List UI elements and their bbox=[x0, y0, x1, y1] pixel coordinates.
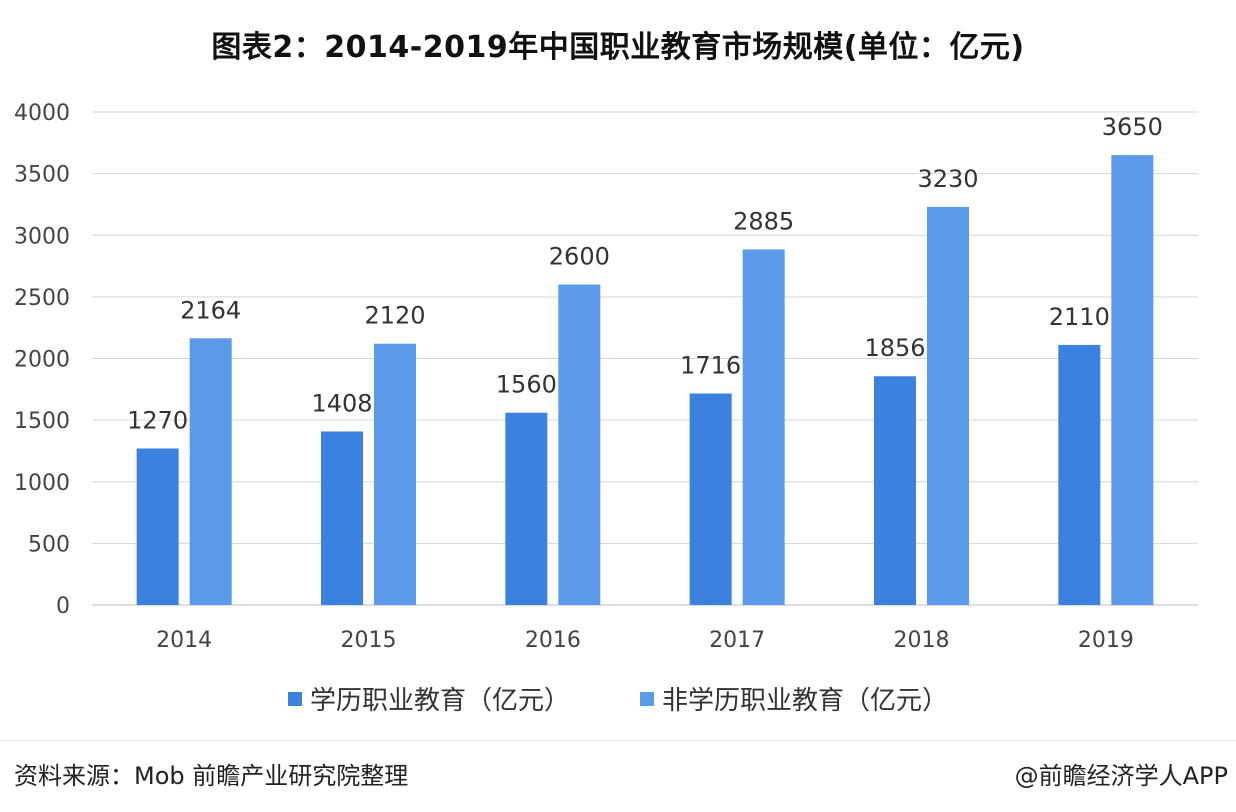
data-label-series-2-2014: 2164 bbox=[180, 296, 241, 324]
y-tick-label: 1000 bbox=[14, 471, 70, 496]
x-tick-label: 2017 bbox=[709, 628, 765, 653]
legend-label-series-2: 非学历职业教育（亿元） bbox=[662, 686, 949, 716]
x-tick-label: 2015 bbox=[341, 628, 397, 653]
y-tick-label: 0 bbox=[56, 594, 70, 619]
legend-item-series-1: 学历职业教育（亿元） bbox=[287, 680, 570, 717]
bar-series-1-2018 bbox=[874, 376, 916, 605]
bar-series-1-2016 bbox=[505, 412, 548, 605]
x-tick-label: 2014 bbox=[156, 628, 212, 653]
x-tick-label: 2016 bbox=[525, 628, 581, 653]
data-label-series-2-2015: 2120 bbox=[364, 302, 425, 330]
data-label-series-2-2016: 2600 bbox=[549, 243, 610, 271]
y-tick-label: 4000 bbox=[14, 101, 70, 126]
y-tick-label: 3500 bbox=[14, 163, 70, 188]
data-label-series-2-2017: 2885 bbox=[733, 207, 794, 235]
legend: 学历职业教育（亿元） 非学历职业教育（亿元） bbox=[0, 680, 1236, 717]
data-label-series-2-2019: 3650 bbox=[1102, 113, 1163, 141]
legend-swatch-series-1 bbox=[287, 691, 302, 706]
y-tick-label: 3000 bbox=[14, 224, 70, 249]
bar-series-2-2018 bbox=[927, 206, 969, 605]
bar-series-1-2014 bbox=[136, 448, 179, 605]
data-label-series-1-2016: 1560 bbox=[496, 371, 557, 399]
bar-chart: 0 500 1000 1500 2000 2500 3000 3500 4000 1270 2164… bbox=[14, 101, 1198, 653]
data-label-series-1-2017: 1716 bbox=[680, 352, 741, 380]
bar-series-2-2014 bbox=[189, 338, 232, 605]
y-tick-label: 1500 bbox=[14, 409, 70, 434]
legend-swatch-series-2 bbox=[640, 691, 654, 706]
y-tick-label: 2500 bbox=[14, 286, 70, 311]
data-label-series-1-2014: 1270 bbox=[127, 406, 188, 434]
footer-divider bbox=[0, 740, 1236, 741]
bar-series-1-2015 bbox=[321, 431, 363, 605]
bar-series-2-2017 bbox=[742, 249, 785, 605]
legend-item-series-2: 非学历职业教育（亿元） bbox=[640, 680, 948, 717]
bar-series-1-2017 bbox=[689, 393, 732, 605]
data-label-series-1-2018: 1856 bbox=[864, 334, 925, 362]
bar-series-2-2019 bbox=[1111, 155, 1154, 605]
source-note: 资料来源：Mob 前瞻产业研究院整理 bbox=[14, 762, 409, 790]
bar-series-2-2015 bbox=[374, 343, 416, 605]
y-tick-label: 2000 bbox=[14, 348, 70, 373]
bar-series-1-2019 bbox=[1058, 344, 1101, 605]
data-label-series-1-2019: 2110 bbox=[1049, 303, 1110, 331]
chart-title: 图表2：2014-2019年中国职业教育市场规模(单位：亿元) bbox=[211, 30, 1025, 65]
bar-series-2-2016 bbox=[558, 284, 601, 605]
x-tick-label: 2018 bbox=[894, 628, 950, 653]
credit-note: @前瞻经济学人APP bbox=[1014, 762, 1228, 790]
data-label-series-1-2015: 1408 bbox=[311, 389, 372, 417]
legend-label-series-1: 学历职业教育（亿元） bbox=[309, 686, 570, 716]
data-label-series-2-2018: 3230 bbox=[917, 165, 978, 193]
y-tick-label: 500 bbox=[28, 532, 70, 557]
x-tick-label: 2019 bbox=[1078, 628, 1134, 653]
